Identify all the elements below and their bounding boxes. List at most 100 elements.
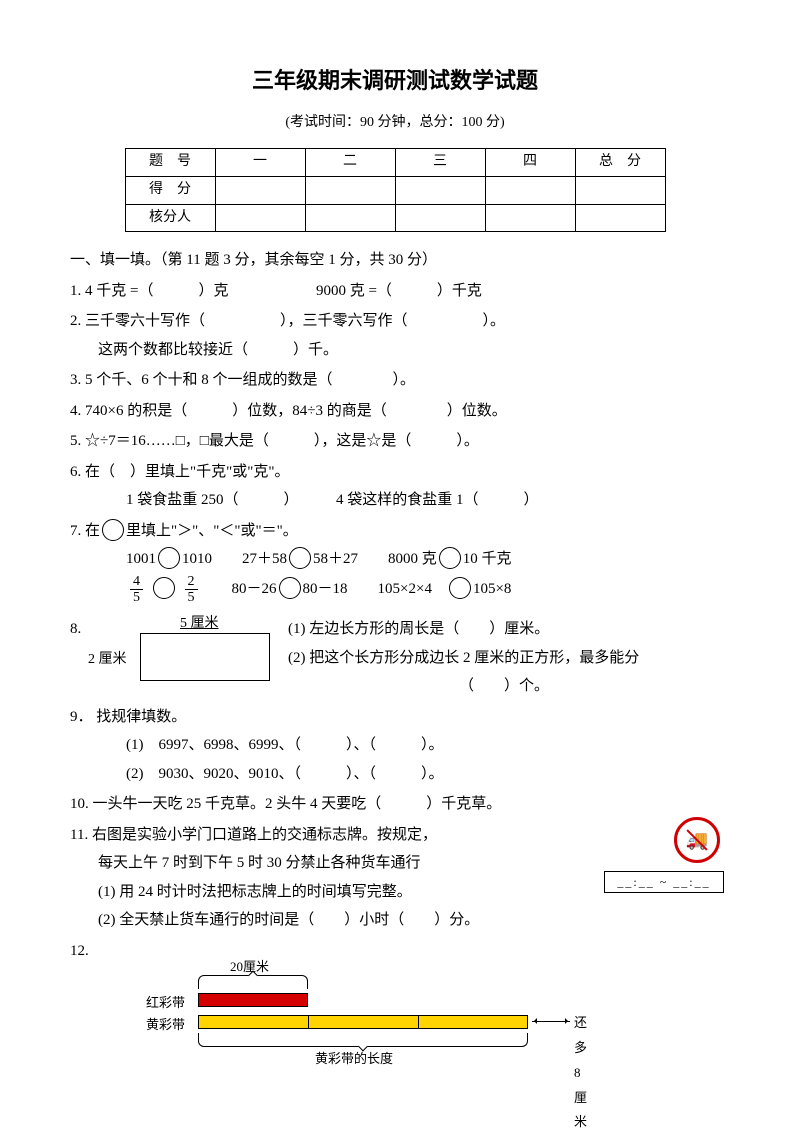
cell — [395, 176, 485, 204]
val: 58＋27 — [313, 551, 358, 567]
q8-line1: (1) 左边长方形的周长是（ ）厘米。 — [288, 615, 720, 644]
q-num: 5. — [70, 433, 81, 449]
question-8: 8. 5 厘米 2 厘米 (1) 左边长方形的周长是（ ）厘米。 (2) 把这个… — [70, 615, 720, 701]
label-red: 红彩带 — [146, 991, 185, 1016]
q-text: 三千零六十写作（ ），三千零六写作（ ）。 — [85, 313, 505, 329]
question-3: 3. 5 个千、6 个十和 8 个一组成的数是（ ）。 — [70, 366, 720, 395]
cell — [215, 204, 305, 232]
q-text: 找规律填数。 — [96, 709, 186, 725]
row-label: 核分人 — [125, 204, 215, 232]
no-truck-sign-icon: 🚚 — [674, 817, 720, 863]
q-num: 10. — [70, 796, 89, 812]
label-extra: 还多8厘米 — [574, 1011, 587, 1134]
question-10: 10. 一头牛一天吃 25 千克草。2 头牛 4 天要吃（ ）千克草。 — [70, 790, 720, 819]
time-box: __:__ ~ __:__ — [604, 871, 724, 893]
label-20cm: 20厘米 — [230, 955, 269, 980]
q-num: 3. — [70, 372, 81, 388]
q9a: (1) 6997、6998、6999、（ ）、（ ）。 — [70, 731, 720, 760]
q7-row2: 45 25 80－26 80－18 105×2×4 105×8 — [70, 574, 720, 606]
ribbon-diagram: 20厘米 红彩带 黄彩带 还多8厘米 黄彩带的长度 — [70, 971, 720, 1061]
th-sec: 四 — [485, 149, 575, 177]
th-sec: 一 — [215, 149, 305, 177]
exam-info: (考试时间：90 分钟，总分：100 分) — [70, 110, 720, 137]
arrow-extra — [532, 1021, 570, 1022]
cell — [305, 204, 395, 232]
question-12: 12. — [70, 937, 720, 966]
question-7: 7. 在里填上"＞"、"＜"或"＝"。 — [70, 517, 720, 546]
q8-line2: (2) 把这个长方形分成边长 2 厘米的正方形，最多能分 — [288, 644, 720, 673]
th-sec: 二 — [305, 149, 395, 177]
row-label: 得 分 — [125, 176, 215, 204]
val: 27＋58 — [242, 551, 287, 567]
cell — [575, 176, 665, 204]
q-text: 5 个千、6 个十和 8 个一组成的数是（ ）。 — [85, 372, 415, 388]
question-11: 11. 右图是实验小学门口道路上的交通标志牌。按规定， 每天上午 7 时到下午 … — [70, 821, 720, 935]
circle-icon — [153, 577, 175, 599]
val: 10 千克 — [463, 551, 512, 567]
q7-row1: 1001 1010 27＋58 58＋27 8000 克 10 千克 — [70, 545, 720, 574]
q-num: 7. — [70, 523, 81, 539]
question-9: 9． 找规律填数。 — [70, 703, 720, 732]
cell — [395, 204, 485, 232]
q-num: 12. — [70, 943, 89, 959]
circle-icon — [439, 547, 461, 569]
q6b: 4 袋这样的食盐重 1（ ） — [336, 492, 539, 508]
val: 105×8 — [473, 581, 511, 597]
yellow-ribbon — [198, 1015, 528, 1029]
question-2: 2. 三千零六十写作（ ），三千零六写作（ ）。 — [70, 307, 720, 336]
val: 1001 — [126, 551, 156, 567]
val: 80－18 — [303, 581, 348, 597]
circle-icon — [158, 547, 180, 569]
page-title: 三年级期末调研测试数学试题 — [70, 60, 720, 102]
question-5: 5. ☆÷7＝16……□，□最大是（ ），这是☆是（ ）。 — [70, 427, 720, 456]
question-1: 1. 4 千克 =（ ）克 9000 克 =（ ）千克 — [70, 277, 720, 306]
circle-icon — [279, 577, 301, 599]
rect-width-label: 5 厘米 — [180, 611, 219, 638]
q8-line3: （ ）个。 — [288, 672, 720, 701]
q9b: (2) 9030、9020、9010、（ ）、（ ）。 — [70, 760, 720, 789]
q2-sub: 这两个数都比较接近（ ）千。 — [70, 336, 720, 365]
brace-bottom-icon — [198, 1033, 528, 1047]
cell — [305, 176, 395, 204]
red-ribbon — [198, 993, 308, 1007]
val: 1010 — [182, 551, 212, 567]
label-yellow-length: 黄彩带的长度 — [315, 1047, 393, 1072]
th-sec: 三 — [395, 149, 485, 177]
q-text: 右图是实验小学门口道路上的交通标志牌。按规定， — [92, 827, 437, 843]
val: 8000 克 — [388, 551, 437, 567]
q-num: 8. — [70, 615, 92, 644]
rectangle — [140, 633, 270, 681]
circle-icon — [102, 519, 124, 541]
question-4: 4. 740×6 的积是（ ）位数，84÷3 的商是（ ）位数。 — [70, 397, 720, 426]
q-num: 6. — [70, 464, 81, 480]
cell — [485, 204, 575, 232]
q11c: (2) 全天禁止货车通行的时间是（ ）小时（ ）分。 — [70, 906, 720, 935]
rectangle-figure: 5 厘米 2 厘米 — [140, 633, 270, 681]
fraction: 45 — [130, 574, 143, 606]
cell — [215, 176, 305, 204]
q-text: 在（ ）里填上"千克"或"克"。 — [85, 464, 290, 480]
val: 80－26 — [232, 581, 277, 597]
th-label: 题 号 — [125, 149, 215, 177]
score-table: 题 号 一 二 三 四 总 分 得 分 核分人 — [125, 148, 666, 232]
q-text: 一头牛一天吃 25 千克草。2 头牛 4 天要吃（ ）千克草。 — [93, 796, 502, 812]
q8-text: (1) 左边长方形的周长是（ ）厘米。 (2) 把这个长方形分成边长 2 厘米的… — [278, 615, 720, 701]
q-num: 4. — [70, 403, 81, 419]
question-6: 6. 在（ ）里填上"千克"或"克"。 — [70, 458, 720, 487]
cell — [485, 176, 575, 204]
circle-icon — [289, 547, 311, 569]
q-num: 11. — [70, 827, 88, 843]
cell — [575, 204, 665, 232]
val: 105×2×4 — [378, 581, 432, 597]
circle-icon — [449, 577, 471, 599]
q-text: 9000 克 =（ ）千克 — [316, 283, 482, 299]
fraction: 25 — [185, 574, 198, 606]
q-text: 4 千克 =（ ）克 — [85, 283, 228, 299]
q6a: 1 袋食盐重 250（ ） — [126, 492, 299, 508]
seg-divider — [418, 1015, 419, 1029]
table-row: 得 分 — [125, 176, 665, 204]
rect-height-label: 2 厘米 — [88, 647, 127, 674]
th-total: 总 分 — [575, 149, 665, 177]
seg-divider — [308, 1015, 309, 1029]
table-row: 核分人 — [125, 204, 665, 232]
